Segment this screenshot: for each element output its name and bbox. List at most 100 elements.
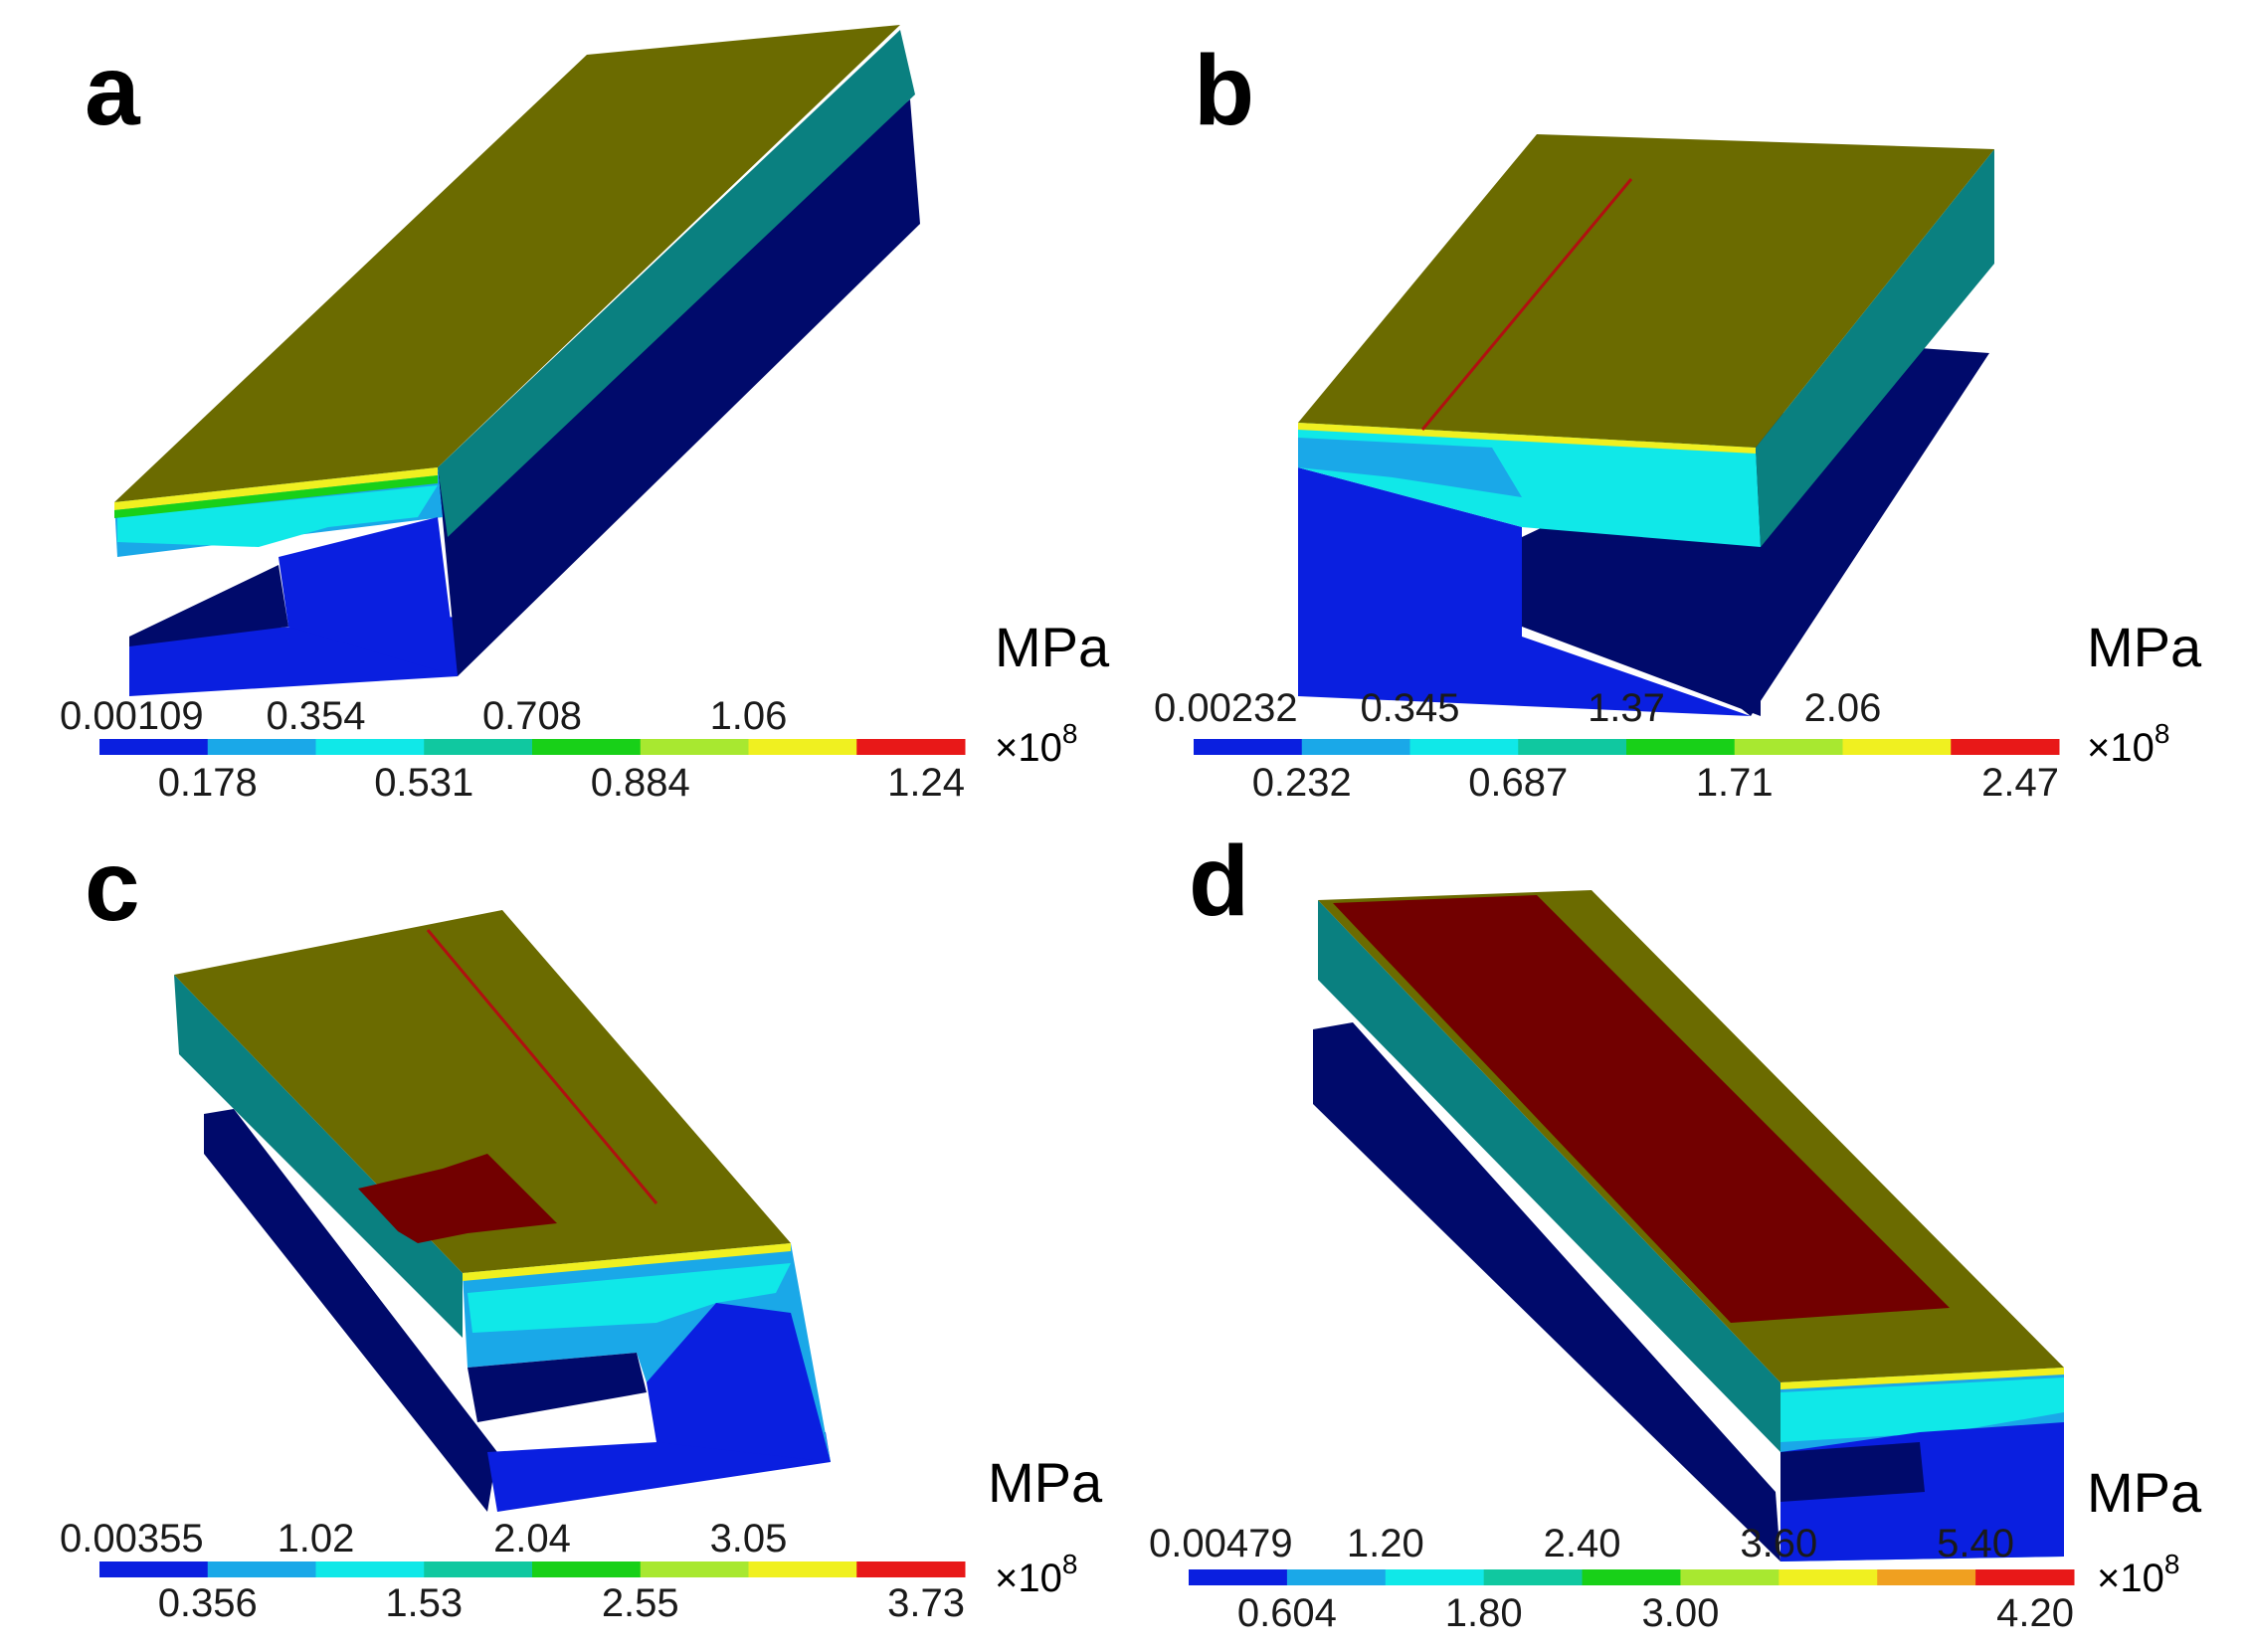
legend-swatch xyxy=(1409,739,1519,755)
legend-swatch xyxy=(315,739,425,755)
legend-upper-tick: 3.05 xyxy=(710,1517,788,1560)
color-bar-a xyxy=(99,739,966,755)
top-edge-green-a xyxy=(114,475,438,518)
panel-letter-d: d xyxy=(1189,826,1249,937)
legend-lower-ticks-c: 0.356 1.53 2.55 3.73 xyxy=(158,1581,965,1625)
stress-line-c xyxy=(426,929,658,1204)
legend-upper-ticks-d: 0.00479 1.20 2.40 3.60 5.40 xyxy=(1149,1522,2014,1565)
legend-lower-tick: 1.24 xyxy=(887,761,965,805)
color-bar-d xyxy=(1189,1569,2075,1585)
legend-upper-tick: 0.00232 xyxy=(1154,686,1298,730)
legend-swatch xyxy=(99,1561,209,1577)
model-b xyxy=(1298,134,1994,716)
panel-b: b MPa ×108 0.00232 0.345 1.37 2.06 0.232 0.6… xyxy=(1154,35,2202,805)
legend-swatch xyxy=(1680,1569,1780,1585)
scale-exponent-a: 8 xyxy=(1062,718,1078,749)
legend-lower-tick: 1.80 xyxy=(1445,1591,1523,1635)
legend-lower-tick: 2.47 xyxy=(1981,761,2059,805)
legend-swatch xyxy=(207,1561,316,1577)
legend-upper-tick: 3.60 xyxy=(1740,1522,1817,1565)
scale-text-d: ×10 xyxy=(2097,1557,2164,1600)
legend-lower-tick: 0.884 xyxy=(591,761,690,805)
color-bar-c xyxy=(99,1561,966,1577)
legend-swatch xyxy=(1483,1569,1584,1585)
scale-factor-d: ×108 xyxy=(2097,1549,2179,1600)
legend-a: 0.00109 0.354 0.708 1.06 0.178 0.531 0.884 1.2… xyxy=(60,694,966,805)
legend-swatch xyxy=(640,1561,749,1577)
slab-front-lower-a xyxy=(279,517,458,676)
legend-lower-tick: 0.232 xyxy=(1252,761,1352,805)
legend-c: 0.00355 1.02 2.04 3.05 0.356 1.53 2.55 3.73 xyxy=(60,1517,966,1625)
panel-letter-b: b xyxy=(1194,35,1254,146)
legend-lower-tick: 0.687 xyxy=(1468,761,1568,805)
slab-side-d xyxy=(1318,900,1780,1452)
legend-swatch xyxy=(1626,739,1736,755)
legend-swatch xyxy=(1582,1569,1681,1585)
slab-side-c xyxy=(174,975,463,1338)
legend-swatch xyxy=(1734,739,1843,755)
scale-factor-a: ×108 xyxy=(995,718,1077,770)
legend-upper-tick: 1.02 xyxy=(278,1517,355,1560)
legend-lower-tick: 2.55 xyxy=(602,1581,679,1625)
legend-lower-tick: 0.178 xyxy=(158,761,258,805)
scale-exponent-d: 8 xyxy=(2164,1549,2180,1579)
legend-swatch xyxy=(99,739,209,755)
legend-lower-tick: 1.71 xyxy=(1696,761,1774,805)
legend-lower-tick: 0.604 xyxy=(1237,1591,1337,1635)
base-block-slot-b xyxy=(1522,537,1761,716)
legend-swatch xyxy=(748,739,857,755)
model-d xyxy=(1313,890,2064,1561)
top-face-c xyxy=(174,910,791,1273)
slab-front-blue-b xyxy=(1298,438,1522,497)
legend-lower-ticks-a: 0.178 0.531 0.884 1.24 xyxy=(158,761,965,805)
legend-swatch xyxy=(1189,1569,1288,1585)
legend-swatch xyxy=(1286,1569,1387,1585)
legend-b: 0.00232 0.345 1.37 2.06 0.232 0.687 1.71 2.47 xyxy=(1154,686,2060,805)
legend-swatch xyxy=(856,739,966,755)
unit-label-b: MPa xyxy=(2087,616,2202,678)
legend-upper-tick: 0.345 xyxy=(1360,686,1459,730)
legend-swatch xyxy=(1951,739,2060,755)
legend-swatch xyxy=(1518,739,1627,755)
base-block-front-b xyxy=(1298,467,1751,716)
legend-lower-tick: 1.53 xyxy=(385,1581,463,1625)
unit-label-c: MPa xyxy=(988,1451,1103,1514)
legend-upper-tick: 5.40 xyxy=(1937,1522,2014,1565)
slot-d xyxy=(1780,1442,1925,1502)
legend-swatch xyxy=(1301,739,1410,755)
legend-lower-tick: 3.00 xyxy=(1642,1591,1720,1635)
legend-swatch xyxy=(640,739,749,755)
legend-lower-tick: 0.531 xyxy=(374,761,473,805)
base-block-slot-a xyxy=(129,565,288,646)
slab-front-cyan-c xyxy=(468,1263,791,1333)
panel-letter-c: c xyxy=(85,830,140,942)
scale-text-c: ×10 xyxy=(995,1557,1062,1600)
unit-label-d: MPa xyxy=(2087,1461,2202,1524)
slab-side-b xyxy=(1756,149,1994,547)
legend-upper-tick: 0.00109 xyxy=(60,694,204,738)
legend-upper-tick: 1.20 xyxy=(1347,1522,1424,1565)
slot-c xyxy=(468,1353,647,1422)
legend-upper-tick: 1.37 xyxy=(1588,686,1665,730)
legend-swatch xyxy=(207,739,316,755)
legend-upper-tick: 0.00355 xyxy=(60,1517,204,1560)
panel-letter-a: a xyxy=(85,35,141,146)
legend-upper-ticks-a: 0.00109 0.354 0.708 1.06 xyxy=(60,694,787,738)
legend-d: 0.00479 1.20 2.40 3.60 5.40 0.604 1.80 3.00 4.2… xyxy=(1149,1522,2075,1635)
legend-swatch xyxy=(1842,739,1952,755)
stress-band-d xyxy=(1333,895,1950,1323)
unit-label-a: MPa xyxy=(995,616,1110,678)
legend-swatch xyxy=(1385,1569,1485,1585)
legend-upper-tick: 1.06 xyxy=(710,694,788,738)
legend-swatch xyxy=(315,1561,425,1577)
legend-upper-tick: 0.708 xyxy=(482,694,582,738)
top-edge-c xyxy=(463,1243,791,1281)
legend-lower-tick: 0.356 xyxy=(158,1581,258,1625)
base-block-side-c xyxy=(204,1109,497,1512)
legend-lower-ticks-b: 0.232 0.687 1.71 2.47 xyxy=(1252,761,2059,805)
legend-lower-tick: 3.73 xyxy=(887,1581,965,1625)
scale-exponent-b: 8 xyxy=(2154,718,2170,749)
legend-swatch xyxy=(424,739,533,755)
scale-exponent-c: 8 xyxy=(1062,1549,1078,1579)
